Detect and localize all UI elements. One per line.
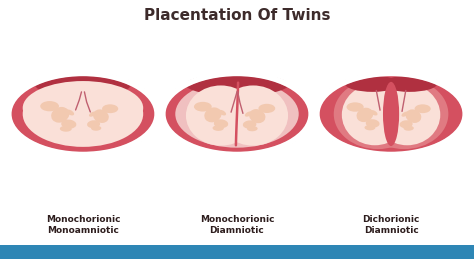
Ellipse shape [219, 110, 226, 116]
Circle shape [346, 102, 364, 112]
Ellipse shape [87, 120, 100, 128]
Ellipse shape [366, 119, 380, 128]
Circle shape [23, 81, 143, 147]
Ellipse shape [370, 110, 377, 116]
Ellipse shape [382, 76, 437, 92]
Circle shape [164, 74, 310, 154]
Circle shape [415, 104, 431, 113]
Ellipse shape [247, 126, 258, 131]
Ellipse shape [374, 84, 440, 145]
Ellipse shape [66, 110, 74, 116]
Ellipse shape [360, 79, 448, 149]
Ellipse shape [93, 109, 109, 123]
Ellipse shape [345, 76, 400, 92]
Circle shape [175, 80, 299, 148]
Ellipse shape [383, 82, 399, 146]
Ellipse shape [185, 74, 288, 96]
Ellipse shape [186, 85, 256, 146]
Ellipse shape [403, 126, 414, 131]
Ellipse shape [214, 119, 228, 128]
Ellipse shape [334, 79, 422, 149]
Circle shape [102, 104, 118, 113]
Ellipse shape [61, 119, 76, 129]
Ellipse shape [249, 109, 265, 123]
Ellipse shape [91, 126, 101, 131]
Ellipse shape [51, 107, 69, 123]
Ellipse shape [35, 74, 131, 96]
Circle shape [318, 74, 465, 154]
Text: Dichorionic
Diamniotic: Dichorionic Diamniotic [362, 215, 420, 235]
Circle shape [40, 101, 59, 111]
Circle shape [258, 104, 275, 113]
Ellipse shape [365, 125, 375, 130]
FancyBboxPatch shape [0, 245, 474, 259]
Ellipse shape [342, 84, 408, 145]
Circle shape [9, 74, 156, 154]
Text: Placentation Of Twins: Placentation Of Twins [144, 8, 330, 23]
Ellipse shape [60, 126, 72, 132]
Text: Monochorionic
Monoamniotic: Monochorionic Monoamniotic [46, 215, 120, 235]
Ellipse shape [400, 120, 413, 128]
Ellipse shape [406, 109, 421, 123]
Ellipse shape [23, 81, 143, 135]
Text: Monochorionic
Diamniotic: Monochorionic Diamniotic [200, 215, 274, 235]
Ellipse shape [204, 107, 221, 122]
Circle shape [194, 102, 212, 112]
Ellipse shape [245, 111, 252, 117]
Ellipse shape [218, 85, 288, 146]
Ellipse shape [356, 108, 373, 122]
Ellipse shape [243, 120, 256, 129]
Ellipse shape [212, 125, 224, 131]
Ellipse shape [89, 112, 96, 117]
Ellipse shape [401, 112, 409, 117]
